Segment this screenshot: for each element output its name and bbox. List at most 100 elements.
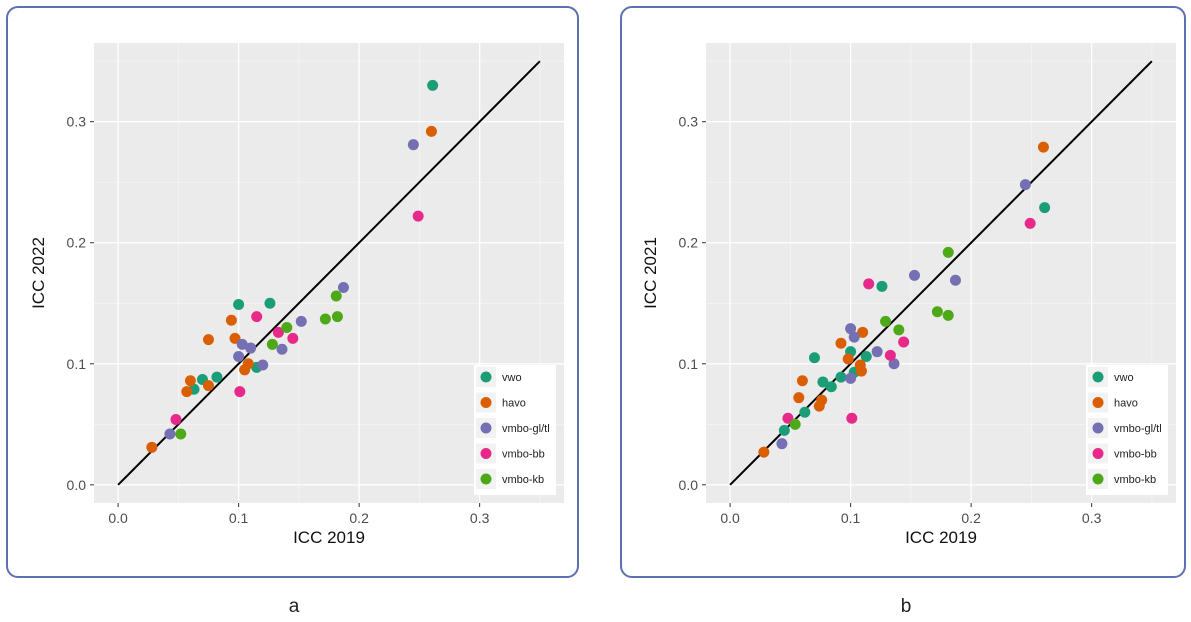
data-point-vmbo-kb xyxy=(175,428,187,440)
legend-key xyxy=(1092,397,1104,408)
data-point-vmbo-bb xyxy=(863,278,875,290)
data-point-vmbo-bb xyxy=(251,311,263,323)
legend-key xyxy=(480,448,492,459)
data-point-vwo xyxy=(876,280,888,292)
data-point-vmbo-bb xyxy=(287,332,299,344)
data-point-vmbo-bb xyxy=(170,413,182,425)
legend-key xyxy=(480,371,492,383)
data-point-vmbo-kb xyxy=(789,418,801,430)
reference-line xyxy=(117,60,541,486)
data-point-vwo xyxy=(817,376,829,388)
data-point-havo xyxy=(796,375,808,387)
data-point-havo xyxy=(793,392,805,404)
data-point-vwo xyxy=(825,381,837,393)
data-point-vmbo-gl-tl xyxy=(276,343,288,355)
data-point-vmbo-gl-tl xyxy=(848,331,860,343)
data-point-vwo xyxy=(211,371,223,383)
legend-label: vmbo-kb xyxy=(1114,474,1156,486)
data-point-vmbo-kb xyxy=(319,313,331,325)
x-tick-label: 0.1 xyxy=(229,510,249,526)
x-tick-label: 0.2 xyxy=(349,510,369,526)
data-point-havo xyxy=(239,364,251,376)
data-point-vmbo-gl-tl xyxy=(845,372,857,384)
data-point-vmbo-bb xyxy=(272,326,284,338)
data-point-vmbo-gl-tl xyxy=(845,323,857,335)
data-point-vmbo-bb xyxy=(1024,217,1036,229)
data-point-havo xyxy=(229,332,241,344)
x-axis-title: ICC 2019 xyxy=(293,528,365,547)
y-tick-label: 0.1 xyxy=(67,356,87,372)
y-tick-label: 0.3 xyxy=(67,114,87,130)
data-point-vmbo-kb xyxy=(893,324,905,336)
legend-label: vwo xyxy=(502,372,522,384)
data-point-vmbo-bb xyxy=(412,210,424,222)
legend-key xyxy=(1092,422,1104,434)
data-point-vmbo-gl-tl xyxy=(245,342,257,354)
data-point-havo xyxy=(857,326,869,338)
data-point-havo xyxy=(181,386,193,398)
data-point-vmbo-gl-tl xyxy=(908,269,920,281)
data-point-vmbo-kb xyxy=(942,246,954,258)
data-point-vmbo-gl-tl xyxy=(236,338,248,350)
data-point-havo xyxy=(225,314,237,326)
data-point-vmbo-bb xyxy=(898,336,910,348)
x-tick-label: 0.1 xyxy=(841,510,861,526)
y-axis-title: ICC 2022 xyxy=(29,237,48,309)
y-axis-title: ICC 2021 xyxy=(641,237,660,309)
data-point-havo xyxy=(855,365,867,377)
x-tick-label: 0.2 xyxy=(961,510,981,526)
data-point-havo xyxy=(842,353,854,365)
data-point-vmbo-gl-tl xyxy=(888,358,900,370)
x-tick-label: 0.0 xyxy=(720,510,740,526)
y-tick-label: 0.2 xyxy=(679,235,699,251)
legend-label: vmbo-bb xyxy=(502,449,545,461)
data-point-havo xyxy=(202,380,214,392)
data-point-vmbo-bb xyxy=(846,412,858,424)
x-axis-title: ICC 2019 xyxy=(905,528,977,547)
panel-a: 0.0 0.1 0.2 0.3 0.0 0.1 0.2 0.3 ICC 2019 ICC 2022… xyxy=(0,0,590,622)
legend-label: vmbo-gl/tl xyxy=(1114,423,1162,435)
y-tick-label: 0.0 xyxy=(67,477,87,493)
data-point-havo xyxy=(184,375,196,387)
legend-label: vwo xyxy=(1114,372,1134,384)
legend-label: vmbo-bb xyxy=(1114,449,1157,461)
data-point-havo xyxy=(835,337,847,349)
scatter-plot-b: 0.0 0.1 0.2 0.3 0.0 0.1 0.2 0.3 ICC 2019 ICC 2021… xyxy=(641,43,1176,547)
y-tick-label: 0.0 xyxy=(679,477,699,493)
x-tick-label: 0.3 xyxy=(470,510,490,526)
data-point-vmbo-bb xyxy=(884,349,896,361)
data-point-vmbo-bb xyxy=(782,412,794,424)
data-point-havo xyxy=(758,446,770,458)
legend-key xyxy=(1092,448,1104,459)
legend-label: vmbo-gl/tl xyxy=(502,423,550,435)
y-tick-label: 0.1 xyxy=(679,356,699,372)
data-point-vwo xyxy=(778,424,790,436)
legend-key xyxy=(1092,473,1104,485)
y-tick-label: 0.3 xyxy=(679,114,699,130)
data-point-vmbo-gl-tl xyxy=(337,282,349,294)
data-point-vwo xyxy=(808,352,820,364)
data-point-vmbo-gl-tl xyxy=(295,315,307,327)
data-point-vwo xyxy=(799,406,811,418)
data-point-havo xyxy=(146,441,158,453)
scatter-plot-a: 0.0 0.1 0.2 0.3 0.0 0.1 0.2 0.3 ICC 2019 ICC 2022… xyxy=(29,43,564,547)
panel-b: 0.0 0.1 0.2 0.3 0.0 0.1 0.2 0.3 ICC 2019 ICC 2021… xyxy=(612,0,1191,622)
data-point-vmbo-kb xyxy=(931,306,943,318)
data-point-vmbo-kb xyxy=(266,338,278,350)
data-point-vwo xyxy=(427,79,439,91)
data-point-vmbo-gl-tl xyxy=(871,346,883,358)
x-tick-label: 0.0 xyxy=(108,510,128,526)
data-point-vmbo-kb xyxy=(281,321,293,333)
legend-label: havo xyxy=(502,398,526,410)
legend-label: havo xyxy=(1114,398,1138,410)
data-point-vwo xyxy=(264,297,276,309)
data-point-vmbo-kb xyxy=(331,311,343,323)
data-point-vmbo-gl-tl xyxy=(407,139,419,151)
data-point-havo xyxy=(425,125,437,137)
legend-key xyxy=(480,397,492,408)
data-point-havo xyxy=(1037,141,1049,153)
panel-caption-a: a xyxy=(288,596,300,617)
legend-key xyxy=(1092,371,1104,383)
data-point-vmbo-kb xyxy=(330,290,342,302)
data-point-vmbo-gl-tl xyxy=(949,274,961,286)
